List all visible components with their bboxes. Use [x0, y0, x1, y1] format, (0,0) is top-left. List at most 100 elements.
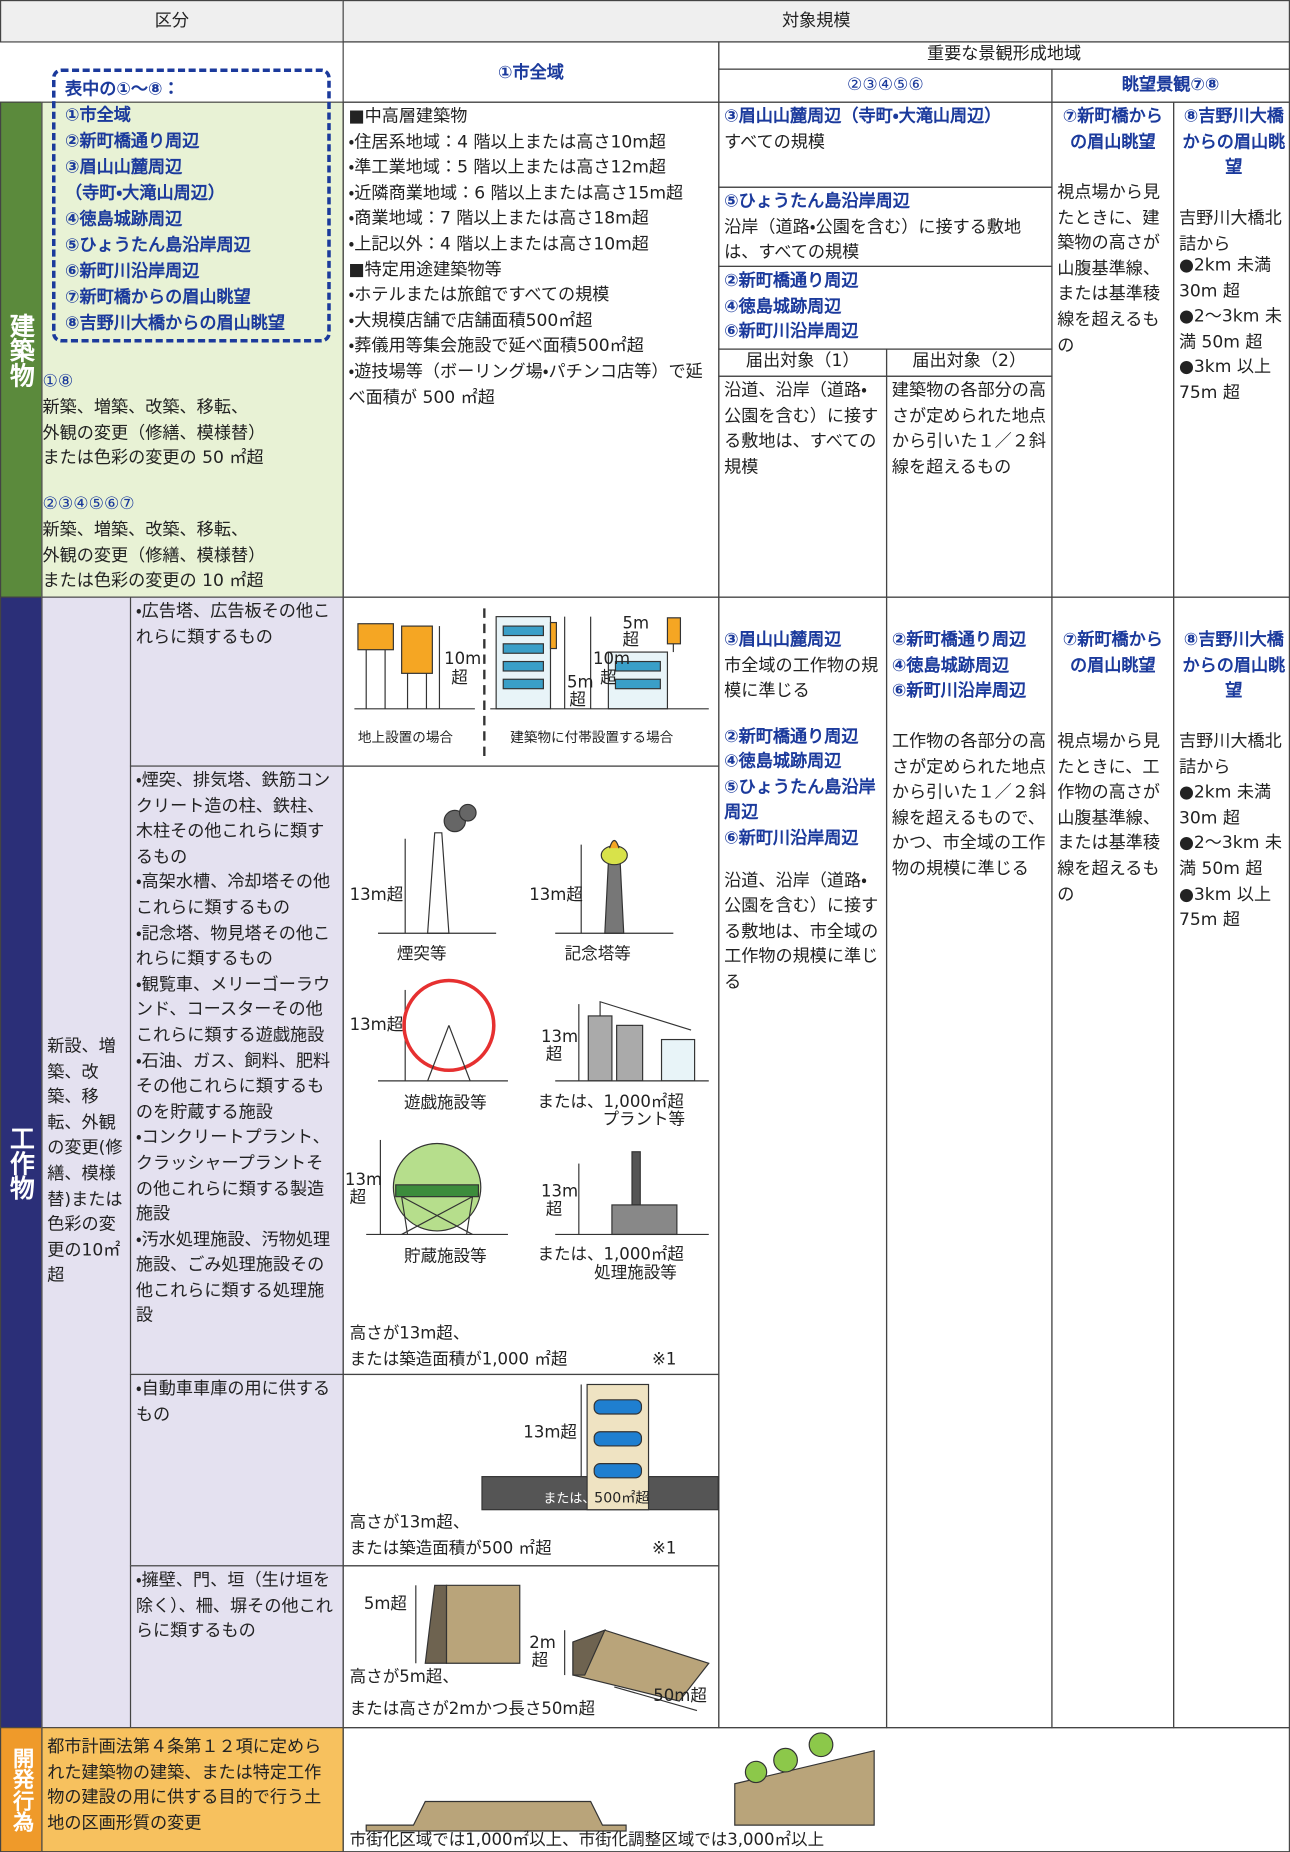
list-item: ・ホテルまたは旅館ですべての規模 — [348, 286, 610, 305]
dim-label: 13m超 — [350, 1015, 404, 1034]
list-item: または色彩の変更の 50 ㎡超 — [42, 449, 264, 469]
dim-label: 超 — [623, 630, 640, 649]
list-item: 新築、増築、改築、移転、 — [42, 520, 249, 540]
note: または築造面積が500 ㎡超 — [350, 1538, 552, 1557]
dim-label: 超 — [600, 668, 617, 687]
note: ※1 — [652, 1538, 676, 1557]
caption: 建築物に付帯設置する場合 — [510, 730, 673, 746]
dim-label: 2m — [529, 1633, 556, 1652]
list-item: ⑥新町川沿岸周辺 — [891, 681, 1027, 701]
list-item: ⑥新町川沿岸周辺 — [724, 829, 859, 849]
legend-items: ①市全域 ②新町橋通り周辺 ③眉山山麓周辺 （寺町・大滝山周辺） ④徳島城跡周辺 ⑤ひょう… — [65, 103, 318, 337]
note: 市街化区域では1,000㎡以上、市街化調整区域では3,000㎡以上 — [350, 1830, 824, 1849]
area-text: すべての規模 — [724, 133, 826, 152]
list-item: ④徳島城跡周辺 — [724, 752, 842, 772]
dim-label: 超 — [451, 668, 468, 687]
list-item: ②新町橋通り周辺 — [891, 630, 1027, 650]
view-text: 視点場から見たときに、工作物の高さが山腹基準線、または基準稜線を超えるもの — [1057, 732, 1161, 905]
list-item: 新築、増築、改築、移転、 — [42, 398, 249, 417]
development-text: 都市計画法第４条第１２項に定められた建築物の建築、または特定工作物の建設の用に供… — [41, 1727, 344, 1852]
list-item: ・高架水槽、冷却塔その他これらに類するもの — [135, 873, 331, 918]
area-title: ⑤ひょうたん島沿岸周辺 — [724, 192, 910, 212]
list-item: ●3km 以上 75m 超 — [1178, 358, 1272, 403]
caption: 貯蔵施設等 — [404, 1247, 487, 1266]
note: 高さが5m超、 — [350, 1667, 459, 1686]
caption: または、1,000㎡超 — [537, 1244, 683, 1263]
view-title: ⑧吉野川大橋からの眉山眺望 — [1182, 630, 1286, 701]
list-item: ②新町橋通り周辺 — [64, 132, 200, 152]
area-text: 沿道、沿岸（道路・公園を含む）に接する敷地は、市全域の工作物の規模に準じる — [724, 871, 879, 993]
list-item: ⑥新町川沿岸周辺 — [64, 262, 200, 282]
area-titles: ②新町橋通り周辺 ④徳島城跡周辺 ⑥新町川沿岸周辺 — [892, 628, 1047, 730]
list-item: ・上記以外：4 階以上または高さ10m超 — [348, 235, 649, 254]
dim-label: 10m — [593, 649, 630, 668]
list-item: または色彩の変更の 10 ㎡超 — [42, 571, 264, 591]
list-item: ・コンクリートプラント、クラッシャープラントその他これらに類する製造施設 — [135, 1128, 330, 1224]
dim-label: 13m — [541, 1027, 578, 1046]
dim-label: 5m — [567, 673, 594, 692]
dim-label: 超 — [350, 1188, 367, 1207]
caption: または、 — [543, 1492, 595, 1507]
category-header: 区分 — [0, 0, 344, 43]
dim-label: 5m — [623, 613, 650, 632]
area5-cell: ⑤ひょうたん島沿岸周辺 沿岸（道路・公園を含む）に接する敷地は、すべての規模 — [718, 186, 1053, 267]
acts-text: 新築、増築、改築、移転、 外観の変更（修繕、模様替） または色彩の変更の 10 ㎡超 — [43, 519, 266, 596]
list-item: ・石油、ガス、飼料、肥料その他これらに類するものを貯蔵する施設 — [135, 1051, 331, 1122]
s-view7: ⑦新町橋からの眉山眺望 視点場から見たときに、工作物の高さが山腹基準線、または基… — [1051, 596, 1175, 1729]
view8-cell: ⑧吉野川大橋からの眉山眺望 吉野川大橋北詰から ●2km 未満 30m 超 ●2～… — [1173, 101, 1290, 598]
view-items: ●2km 未満 30m 超 ●2～3km 未満 50m 超 ●3km 以上 75m … — [1179, 254, 1289, 407]
caption: または、1,000㎡超 — [537, 1092, 683, 1111]
list-item: ⑧吉野川大橋からの眉山眺望 — [64, 314, 286, 334]
building-category: ①⑧ 新築、増築、改築、移転、 外観の変更（修繕、模様替） または色彩の変更の 50… — [41, 101, 344, 598]
dim-label: 13m — [541, 1182, 578, 1201]
list-item: ■中高層建築物 — [348, 107, 468, 127]
view-text: 吉野川大橋北詰から — [1178, 732, 1282, 777]
caption: 処理施設等 — [594, 1263, 677, 1282]
dim-label: 50m超 — [653, 1686, 707, 1705]
note: または築造面積が1,000 ㎡超 — [350, 1349, 568, 1368]
list-item: ・住居系地域：4 階以上または高さ10m超 — [348, 133, 667, 152]
area-titles: ②新町橋通り周辺 ④徳島城跡周辺 ⑤ひょうたん島沿岸周辺 ⑥新町川沿岸周辺 — [724, 725, 881, 853]
view-title: ⑦新町橋からの眉山眺望 — [1062, 630, 1163, 676]
sign-figure — [354, 608, 709, 757]
dim-label: 5m超 — [364, 1594, 407, 1613]
dim-label: 超 — [546, 1045, 563, 1064]
list-item: ・近隣商業地域：6 階以上または高さ15m超 — [348, 184, 684, 203]
dim-label: 超 — [546, 1199, 563, 1218]
list-item: ④徳島城跡周辺 — [891, 656, 1010, 676]
list-item: ・観覧車、メリーゴーラウンド、コースターその他これらに類する遊戯施設 — [135, 975, 331, 1046]
s-view8: ⑧吉野川大橋からの眉山眺望 吉野川大橋北詰から ●2km 未満 30m 超 ●2～… — [1173, 596, 1290, 1729]
list-item: ⑤ひょうたん島沿岸周辺 — [724, 778, 876, 823]
list-item: ●2～3km 未満 50m 超 — [1178, 834, 1282, 879]
area-title: ③眉山山麓周辺（寺町・大滝山周辺） — [724, 107, 1002, 127]
area-text: 市全域の工作物の規模に準じる — [724, 656, 879, 701]
tower-figures — [366, 803, 709, 1236]
list-item: ・擁壁、門、垣（生け垣を除く）、柵、塀その他これらに類するもの — [135, 1571, 333, 1642]
building-label: 建築物 — [0, 101, 43, 598]
note: 高さが13m超、 — [350, 1512, 470, 1531]
structure-label: 工作物 — [0, 596, 43, 1729]
note: または高さが2mかつ長さ50m超 — [350, 1699, 595, 1718]
type-cell: ・煙突、排気塔、鉄筋コンクリート造の柱、鉄柱、木柱その他これらに類するもの ・高架… — [129, 765, 344, 1376]
wall-figure — [415, 1584, 710, 1712]
area-title: ③眉山山麓周辺 — [724, 630, 842, 650]
list-item: ・記念塔、物見塔その他これらに類するもの — [135, 924, 331, 969]
type-cell: ・自動車車庫の用に供するもの — [129, 1373, 344, 1567]
view-text: 視点場から見たときに、建築物の高さが山腹基準線、または基準稜線を超えるもの — [1057, 183, 1161, 356]
list-item: ・商業地域：7 階以上または高さ18m超 — [348, 209, 649, 229]
dim-label: 13m — [345, 1170, 382, 1189]
area-text: 沿岸（道路・公園を含む）に接する敷地は、すべての規模 — [724, 218, 1022, 263]
list-item: ・大規模店舗で店舗面積500㎡超 — [348, 311, 593, 331]
list-item: ●2km 未満 30m 超 — [1178, 256, 1272, 301]
list-item: （寺町・大滝山周辺） — [64, 184, 225, 204]
area-text: 工作物の各部分の高さが定められた地点から引いた１／２斜線を超えるもので、かつ、市… — [891, 732, 1047, 879]
list-item: ●2km 未満 30m 超 — [1178, 783, 1272, 828]
city-wide-cell: ■中高層建築物 ・住居系地域：4 階以上または高さ10m超 ・準工業地域：5 階以上… — [342, 101, 720, 598]
view7-cell: ⑦新町橋からの眉山眺望 視点場から見たときに、建築物の高さが山腹基準線、または基… — [1051, 101, 1175, 598]
s-area-col3: ③眉山山麓周辺 市全域の工作物の規模に準じる ②新町橋通り周辺 ④徳島城跡周辺 ⑤ひ… — [718, 596, 888, 1729]
dim-label: 超 — [569, 690, 586, 709]
list-item: ⑥新町川沿岸周辺 — [724, 322, 859, 342]
list-item: ②新町橋通り周辺 — [724, 271, 859, 291]
